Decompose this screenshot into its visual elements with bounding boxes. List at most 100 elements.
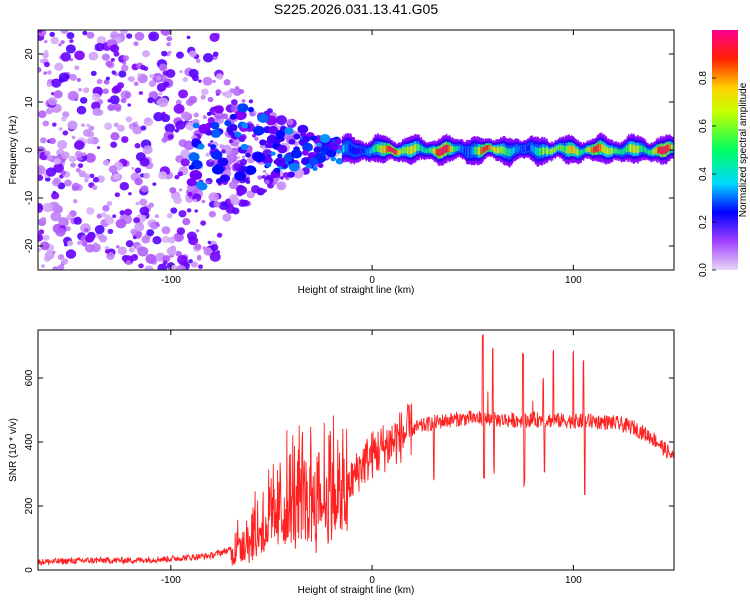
spectrogram-band-cell bbox=[614, 148, 616, 154]
spectrogram-band-cell bbox=[577, 148, 579, 156]
spectrogram-band-cell bbox=[471, 147, 473, 156]
spectrogram-noise-cell bbox=[231, 99, 238, 106]
spectrogram-noise-cell bbox=[50, 211, 62, 222]
spectrogram-transition-cell bbox=[210, 144, 216, 150]
spectrogram-band-cell bbox=[523, 146, 525, 152]
spectrogram-x-label: Height of straight line (km) bbox=[298, 285, 415, 296]
spectrogram-band-cell bbox=[626, 145, 628, 153]
snr-plot-area bbox=[38, 330, 674, 570]
spectrogram-noise-cell bbox=[148, 31, 160, 42]
spectrogram-noise-cell bbox=[179, 70, 183, 74]
spectrogram-band-cell bbox=[390, 146, 392, 152]
spectrogram-noise-cell bbox=[83, 87, 90, 94]
spectrogram-noise-cell bbox=[209, 158, 213, 163]
spectrogram-band-cell bbox=[390, 146, 393, 153]
spectrogram-noise-cell bbox=[148, 80, 157, 87]
spectrogram-band-cell bbox=[345, 143, 348, 152]
spectrogram-band-cell bbox=[476, 147, 478, 155]
spectrogram-band-cell bbox=[538, 147, 540, 156]
spectrogram-band-cell bbox=[521, 147, 523, 152]
spectrogram-band-cell bbox=[539, 148, 541, 156]
spectrogram-noise-cell bbox=[152, 236, 162, 245]
spectrogram-band-cell bbox=[435, 148, 437, 155]
spectrogram-band-cell bbox=[542, 147, 544, 155]
spectrogram-noise-cell bbox=[114, 192, 121, 198]
spectrogram-band-cell bbox=[672, 144, 674, 151]
spectrogram-noise-cell bbox=[205, 180, 210, 184]
spectrogram-band-cell bbox=[386, 145, 389, 153]
spectrogram-band-cell bbox=[493, 147, 495, 153]
spectrogram-noise-cell bbox=[143, 66, 149, 71]
spectrogram-band-cell bbox=[587, 147, 590, 152]
spectrogram-noise-cell bbox=[74, 50, 85, 61]
spectrogram-noise-cell bbox=[74, 65, 80, 71]
spectrogram-band-cell bbox=[556, 146, 558, 151]
spectrogram-noise-cell bbox=[241, 155, 246, 159]
spectrogram-band-cell bbox=[513, 147, 515, 154]
spectrogram-band-cell bbox=[535, 147, 537, 155]
spectrogram-band-cell bbox=[455, 145, 457, 152]
spectrogram-noise-cell bbox=[85, 234, 95, 243]
spectrogram-band-cell bbox=[531, 144, 533, 153]
spectrogram-band-cell bbox=[572, 145, 574, 154]
spectrogram-noise-cell bbox=[86, 207, 95, 215]
spectrogram-noise-cell bbox=[78, 170, 87, 178]
spectrogram-band-cell bbox=[606, 146, 608, 155]
spectrogram-noise-cell bbox=[133, 41, 139, 47]
spectrogram-noise-cell bbox=[205, 152, 211, 157]
spectrogram-band-cell bbox=[581, 149, 583, 155]
spectrogram-transition-cell bbox=[213, 105, 224, 114]
spectrogram-band-cell bbox=[580, 149, 582, 156]
spectrogram-band-cell bbox=[632, 144, 635, 153]
spectrogram-noise-cell bbox=[137, 73, 142, 77]
spectrogram-noise-cell bbox=[208, 210, 217, 218]
spectrogram-transition-cell bbox=[188, 164, 195, 170]
spectrogram-noise-cell bbox=[157, 97, 169, 108]
spectrogram-band-cell bbox=[384, 145, 386, 154]
spectrogram-noise-cell bbox=[209, 32, 220, 42]
spectrogram-band-cell bbox=[559, 144, 561, 151]
spectrogram-noise-cell bbox=[198, 79, 202, 83]
spectrogram-noise-cell bbox=[194, 243, 202, 250]
spectrogram-band-cell bbox=[575, 148, 578, 155]
spectrogram-transition-cell bbox=[275, 129, 286, 139]
spectrogram-band-cell bbox=[481, 147, 484, 154]
spectrogram-band-cell bbox=[372, 146, 374, 153]
spectrogram-noise-cell bbox=[167, 236, 176, 244]
spectrogram-band-cell bbox=[615, 148, 617, 154]
spectrogram-noise-cell bbox=[186, 208, 192, 213]
spectrogram-band-cell bbox=[514, 146, 516, 154]
spectrogram-noise-cell bbox=[222, 213, 232, 222]
spectrogram-noise-cell bbox=[170, 207, 178, 214]
spectrogram-band-cell bbox=[597, 144, 599, 152]
spectrogram-transition-cell bbox=[229, 113, 237, 120]
spectrogram-noise-cell bbox=[193, 199, 198, 203]
spectrogram-band-cell bbox=[651, 149, 654, 155]
spectrogram-noise-cell bbox=[47, 70, 52, 75]
spectrogram-noise-cell bbox=[67, 120, 78, 130]
spectrogram-band-cell bbox=[411, 145, 413, 155]
spectrogram-band-cell bbox=[503, 146, 505, 155]
spectrogram-band-cell bbox=[495, 147, 497, 154]
spectrogram-band-cell bbox=[396, 149, 398, 155]
spectrogram-noise-cell bbox=[196, 256, 202, 261]
spectrogram-band-cell bbox=[341, 145, 344, 154]
spectrogram-band-cell bbox=[570, 145, 572, 153]
spectrogram-band-cell bbox=[618, 149, 620, 155]
spectrogram-band-cell bbox=[553, 147, 556, 153]
spectrogram-transition-cell bbox=[234, 171, 247, 182]
spectrogram-noise-cell bbox=[48, 137, 56, 145]
spectrogram-noise-cell bbox=[85, 153, 96, 163]
spectrogram-band-cell bbox=[671, 144, 673, 151]
spectrogram-noise-cell bbox=[72, 199, 78, 204]
spectrogram-noise-cell bbox=[53, 90, 63, 99]
spectrogram-transition-cell bbox=[240, 143, 249, 151]
spectrogram-noise-cell bbox=[81, 152, 87, 157]
spectrogram-noise-cell bbox=[107, 104, 116, 112]
spectrogram-noise-blobs bbox=[38, 30, 344, 270]
spectrogram-transition-cell bbox=[319, 134, 331, 143]
spectrogram-noise-cell bbox=[173, 196, 182, 205]
spectrogram-band-cell bbox=[619, 149, 621, 155]
spectrogram-noise-cell bbox=[186, 231, 197, 241]
spectrogram-noise-cell bbox=[240, 133, 247, 140]
